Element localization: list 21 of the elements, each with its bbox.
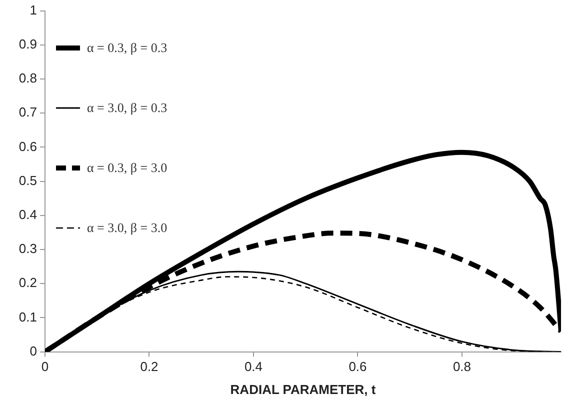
x-tick-label: 0.4 bbox=[244, 359, 263, 374]
x-tick-label: 0 bbox=[41, 359, 49, 374]
y-tick-label: 0.5 bbox=[18, 172, 37, 188]
y-tick-label: 0.1 bbox=[18, 309, 37, 324]
legend-label: α = 0.3, β = 0.3 bbox=[87, 40, 168, 56]
x-tick-label: 0.6 bbox=[348, 359, 367, 374]
y-tick-label: 0.9 bbox=[18, 36, 37, 52]
y-tick-label: 1 bbox=[30, 2, 37, 18]
y-tick-label: 0 bbox=[30, 343, 37, 358]
y-tick-label: 0.6 bbox=[18, 138, 37, 154]
y-tick-label: 0.2 bbox=[18, 275, 37, 290]
legend-label: α = 0.3, β = 3.0 bbox=[87, 160, 168, 176]
y-tick-label: 0.8 bbox=[18, 70, 37, 86]
y-tick-label: 0.4 bbox=[18, 206, 37, 222]
legend-label: α = 3.0, β = 3.0 bbox=[87, 220, 168, 236]
x-tick-label: 0.2 bbox=[140, 359, 158, 374]
x-tick-label: 0.8 bbox=[452, 359, 472, 374]
legend-label: α = 3.0, β = 0.3 bbox=[87, 100, 168, 116]
y-tick-label: 0.3 bbox=[18, 241, 37, 256]
x-axis-title: RADIAL PARAMETER, t bbox=[230, 382, 376, 397]
y-tick-label: 0.7 bbox=[18, 104, 37, 120]
